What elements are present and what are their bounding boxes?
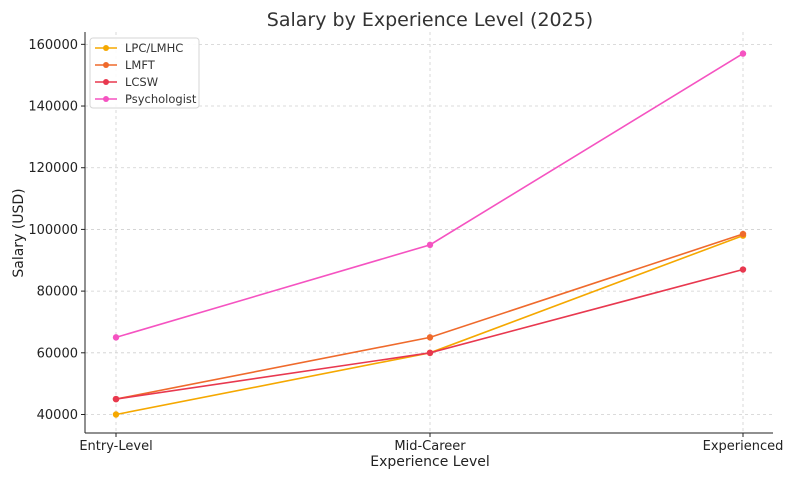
x-axis-title: Experience Level	[370, 454, 489, 470]
y-tick-label: 160000	[28, 38, 78, 53]
axes: 40000 60000 80000 100000 120000 140000 160000 E…	[28, 32, 783, 454]
legend-label: LPC/LMHC	[125, 41, 183, 55]
series-line	[115, 234, 744, 416]
legend-label: LCSW	[125, 75, 158, 89]
y-tick-label: 100000	[28, 223, 78, 238]
y-tick-label: 140000	[28, 100, 78, 115]
legend-swatch-marker	[103, 62, 109, 68]
legend: LPC/LMHC LMFT LCSW Psychologist	[89, 37, 200, 109]
legend-item: LMFT	[95, 58, 156, 72]
legend-label: LMFT	[125, 58, 156, 72]
legend-item: Psychologist	[95, 92, 197, 106]
data-point	[426, 241, 434, 249]
y-tick-label: 40000	[37, 408, 78, 423]
series	[112, 50, 747, 418]
legend-box	[89, 37, 200, 109]
data-point	[739, 50, 747, 57]
data-point	[739, 266, 747, 273]
data-point	[112, 395, 120, 403]
legend-swatch-marker	[103, 45, 109, 51]
data-point	[739, 230, 747, 238]
legend-item: LCSW	[95, 75, 158, 89]
chart-title: Salary by Experience Level (2025)	[267, 9, 593, 31]
data-point	[112, 411, 120, 418]
legend-item: LPC/LMHC	[95, 41, 183, 55]
legend-label: Psychologist	[125, 92, 197, 106]
y-tick-label: 80000	[37, 285, 78, 300]
x-tick-label: Mid-Career	[394, 439, 466, 454]
data-point	[426, 334, 434, 341]
legend-swatch-marker	[103, 79, 109, 85]
data-point	[426, 349, 434, 356]
y-axis-title: Salary (USD)	[11, 188, 27, 277]
series-lcsw	[112, 266, 747, 403]
series-psychologist	[112, 50, 747, 341]
series-line	[115, 233, 744, 400]
series-lpc-lmhc	[112, 232, 747, 418]
y-tick-label: 120000	[28, 161, 78, 176]
series-lmft	[112, 230, 747, 403]
data-point	[112, 334, 120, 341]
legend-swatch-marker	[103, 96, 109, 102]
x-tick-label: Entry-Level	[79, 439, 152, 454]
y-tick-label: 60000	[37, 346, 78, 361]
x-tick-label: Experienced	[703, 439, 784, 454]
